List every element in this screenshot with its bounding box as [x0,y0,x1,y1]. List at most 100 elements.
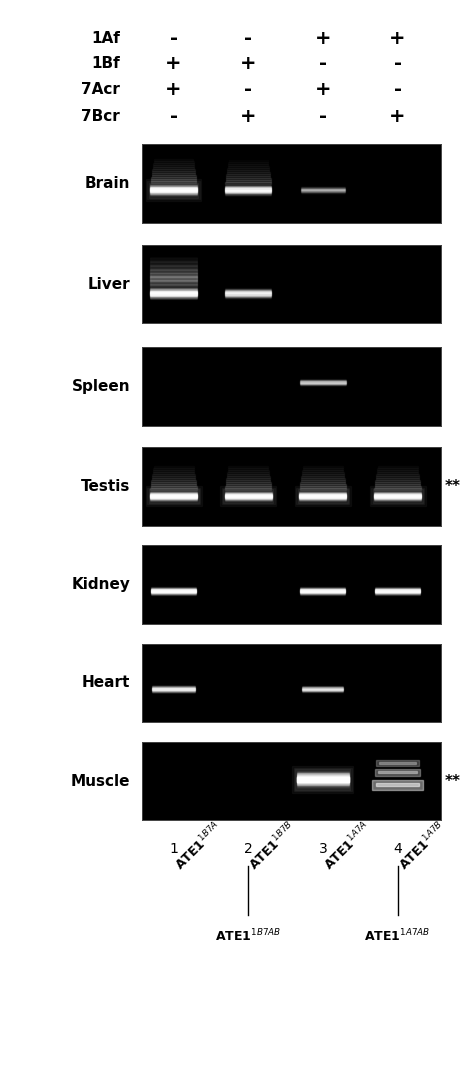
Bar [228,166,269,168]
Bar [150,284,198,287]
Bar [227,174,270,176]
Bar [376,474,419,476]
Bar [150,259,198,261]
Bar [296,488,349,505]
Text: 1: 1 [169,842,178,856]
Bar [377,467,418,468]
Bar [227,479,270,480]
Bar [150,291,198,293]
Bar [300,486,346,488]
Bar [302,468,343,470]
Bar [148,489,199,502]
Text: +: + [389,29,406,47]
Bar [295,770,350,790]
Bar [151,181,196,183]
Bar [295,486,351,506]
Bar [228,467,268,468]
Bar [152,476,195,479]
Text: -: - [244,80,252,99]
Bar [152,176,196,178]
Bar [377,472,419,474]
Bar [225,486,271,488]
Bar [154,160,193,162]
Bar [226,178,271,180]
Bar [227,476,270,479]
Bar [374,486,420,488]
Text: 4: 4 [393,842,402,856]
Bar [150,286,198,288]
Bar [150,265,198,267]
Text: **: ** [445,480,461,494]
Bar [228,470,269,472]
Text: ATE1$^{1B7B}$: ATE1$^{1B7B}$ [246,819,300,873]
Text: -: - [319,107,327,126]
Bar [150,292,198,294]
Bar [376,784,419,787]
Text: 3: 3 [319,842,327,856]
Text: ATE1$^{1A7B}$: ATE1$^{1A7B}$ [395,819,449,873]
Bar [152,481,196,482]
Text: -: - [170,29,178,47]
Bar [228,468,268,470]
Bar [150,260,198,262]
Bar [226,176,270,178]
Text: +: + [240,107,256,126]
Bar [147,181,200,199]
Bar [226,482,271,484]
Bar [149,182,198,197]
Bar [373,489,422,502]
Bar [150,280,198,282]
Text: +: + [165,80,182,99]
Bar [378,771,417,773]
Bar [153,169,195,171]
Text: +: + [165,54,182,73]
Text: ATE1$^{1A7AB}$: ATE1$^{1A7AB}$ [365,928,430,944]
Bar [228,160,268,162]
Bar [303,467,343,468]
Bar [225,488,272,490]
Bar [150,287,198,289]
Bar [150,261,198,263]
Bar [151,486,197,488]
Bar [300,484,346,486]
Bar [150,277,198,279]
Text: Brain: Brain [85,177,130,191]
Bar [302,472,344,474]
Bar [150,295,198,298]
Bar [153,468,194,470]
Bar [150,271,198,273]
Bar [228,162,268,164]
Bar [151,482,196,484]
Bar [146,179,201,201]
Bar [375,481,419,482]
Text: +: + [315,80,331,99]
Text: 7Acr: 7Acr [81,82,120,97]
Bar [294,768,352,791]
Bar [376,476,419,479]
Bar [375,482,420,484]
Text: ATE1$^{1A7A}$: ATE1$^{1A7A}$ [320,819,375,873]
Bar [223,489,273,502]
Bar [150,270,198,272]
Bar [150,267,198,271]
Text: Testis: Testis [81,480,130,494]
Bar [150,296,198,299]
Text: Heart: Heart [82,676,130,690]
Bar [297,777,349,782]
Bar [153,165,194,167]
Bar [152,171,195,174]
Bar [225,182,271,183]
Bar [379,762,416,764]
Bar [150,275,198,277]
Bar [150,278,198,281]
Bar [150,281,198,284]
Bar [301,476,344,479]
Text: Spleen: Spleen [72,379,130,393]
Bar [292,766,354,792]
Text: -: - [244,29,252,47]
Bar [375,484,420,486]
Bar [377,468,418,470]
Bar [150,282,198,285]
Text: Kidney: Kidney [72,578,130,592]
Bar [370,486,426,506]
